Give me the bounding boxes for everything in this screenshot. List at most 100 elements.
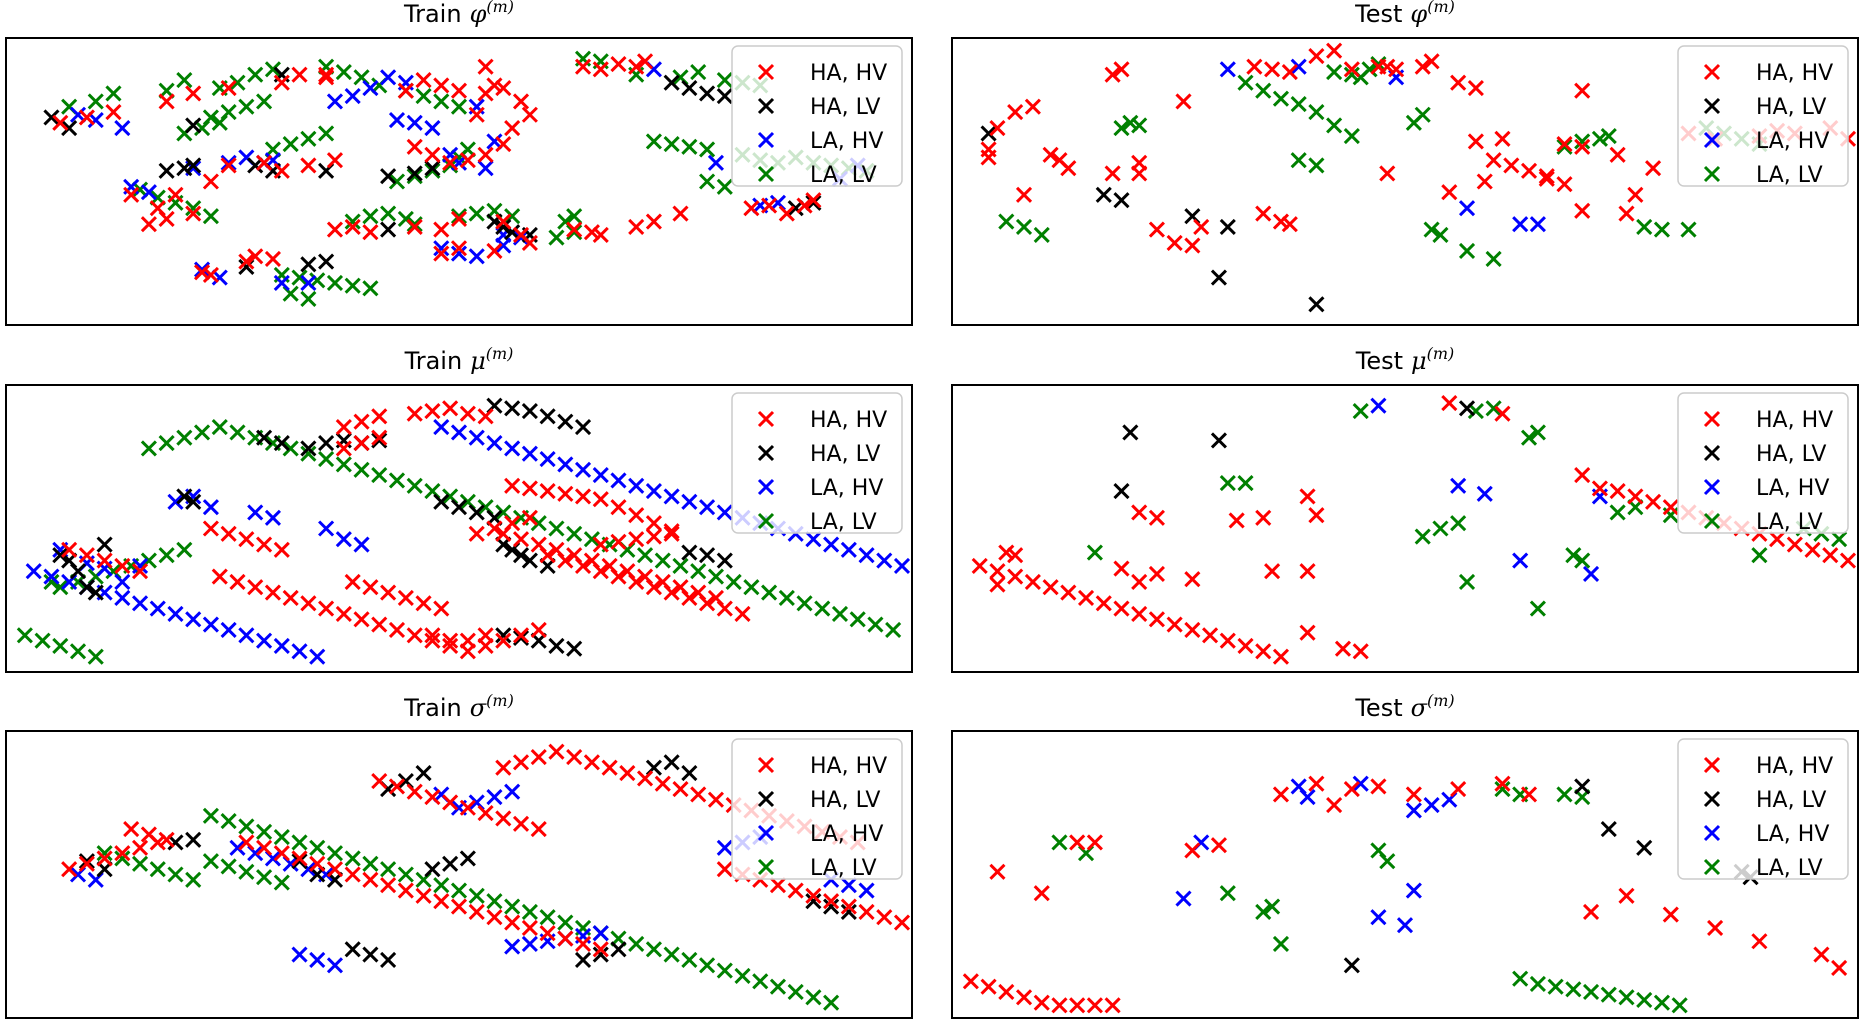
marker-ha-hv (459, 632, 476, 649)
marker-ha-lv (87, 584, 104, 601)
marker-la-hv (539, 451, 556, 468)
marker-la-lv (1680, 221, 1697, 238)
marker-la-lv (273, 874, 290, 891)
marker-ha-hv (1326, 797, 1343, 814)
marker-ha-hv (539, 483, 556, 500)
marker-la-lv (468, 205, 485, 222)
marker-la-hv (326, 957, 344, 974)
legend-label: HA, HV (810, 61, 887, 86)
marker-la-hv (1175, 890, 1192, 907)
marker-ha-lv (61, 120, 78, 137)
marker-la-hv (1299, 789, 1316, 806)
marker-ha-lv (1122, 424, 1139, 441)
marker-la-lv (1574, 133, 1591, 150)
marker-la-hv (131, 557, 149, 574)
marker-la-lv (663, 946, 680, 963)
legend-marker (757, 512, 775, 530)
marker-ha-hv (371, 408, 388, 425)
marker-la-lv (1556, 138, 1573, 155)
legend-label: LA, HV (1756, 129, 1829, 154)
marker-ha-hv (450, 210, 468, 227)
marker-ha-hv (989, 563, 1006, 580)
marker-la-lv (1272, 90, 1290, 107)
marker-ha-hv (1246, 58, 1263, 75)
marker-la-lv (1512, 970, 1529, 987)
marker-ha-hv (256, 154, 273, 171)
marker-ha-hv (1228, 512, 1245, 529)
marker-ha-hv (1051, 997, 1068, 1014)
marker-la-hv (309, 648, 326, 665)
marker-ha-hv (1379, 58, 1396, 75)
marker-ha-lv (1210, 269, 1228, 286)
marker-ha-hv (512, 815, 530, 832)
marker-la-hv (1370, 909, 1387, 926)
marker-ha-hv (1574, 82, 1591, 99)
marker-ha-hv (980, 978, 997, 995)
marker-la-lv (158, 547, 175, 564)
marker-ha-hv (1574, 467, 1591, 484)
marker-la-lv (397, 866, 414, 883)
marker-ha-hv (1591, 480, 1608, 497)
marker-ha-hv (1184, 571, 1201, 588)
marker-la-hv (309, 951, 326, 969)
marker-ha-hv (1077, 589, 1095, 606)
marker-ha-lv (1636, 839, 1653, 856)
marker-ha-hv (1609, 146, 1626, 163)
marker-la-lv (256, 823, 273, 840)
marker-ha-hv (601, 759, 618, 776)
legend-marker (1703, 410, 1721, 428)
marker-la-lv (1618, 989, 1635, 1006)
marker-la-lv (167, 866, 184, 883)
marker-la-lv (468, 887, 485, 904)
marker-ha-hv (256, 536, 273, 553)
marker-ha-hv (1467, 133, 1484, 150)
marker-la-lv (716, 178, 733, 195)
marker-la-hv (406, 114, 423, 131)
marker-la-lv (344, 277, 361, 294)
marker-ha-hv (477, 58, 494, 75)
title-symbol: φ (1410, 0, 1427, 28)
marker-ha-hv (787, 882, 804, 899)
marker-la-lv (362, 855, 379, 872)
marker-ha-hv (486, 77, 503, 94)
marker-ha-hv (442, 794, 459, 811)
marker-la-lv (885, 621, 902, 639)
marker-ha-hv (291, 66, 308, 83)
marker-ha-lv (1343, 957, 1360, 974)
marker-ha-hv (78, 547, 95, 564)
marker-la-hv (326, 93, 344, 110)
marker-ha-hv (707, 791, 725, 808)
marker-la-hv (114, 573, 131, 590)
marker-la-lv (849, 611, 866, 628)
marker-ha-hv (459, 799, 476, 816)
marker-la-lv (636, 547, 654, 564)
marker-la-hv (185, 611, 202, 628)
marker-la-lv (1582, 983, 1600, 1001)
marker-ha-hv (1272, 648, 1290, 665)
marker-ha-lv (442, 855, 459, 872)
marker-la-lv (1432, 520, 1449, 537)
marker-ha-hv (1086, 834, 1103, 851)
marker-la-lv (87, 93, 104, 110)
marker-la-lv (273, 829, 290, 846)
marker-ha-lv (371, 432, 388, 449)
marker-ha-hv (468, 106, 485, 123)
marker-la-hv (610, 472, 627, 489)
marker-ha-hv (1272, 213, 1290, 230)
marker-ha-hv (326, 221, 344, 238)
marker-la-lv (814, 600, 831, 617)
marker-ha-hv (415, 887, 432, 904)
marker-ha-hv (371, 772, 388, 790)
marker-ha-hv (504, 477, 521, 494)
marker-ha-hv (291, 850, 308, 867)
marker-ha-hv (1662, 499, 1679, 516)
marker-ha-lv (185, 157, 202, 174)
scatter-marks (61, 743, 911, 1011)
marker-ha-hv (282, 589, 299, 606)
marker-la-lv (1113, 120, 1130, 137)
legend-label: LA, HV (810, 129, 883, 154)
marker-ha-hv (1627, 186, 1644, 203)
marker-ha-lv (521, 402, 538, 420)
marker-ha-lv (716, 87, 733, 105)
